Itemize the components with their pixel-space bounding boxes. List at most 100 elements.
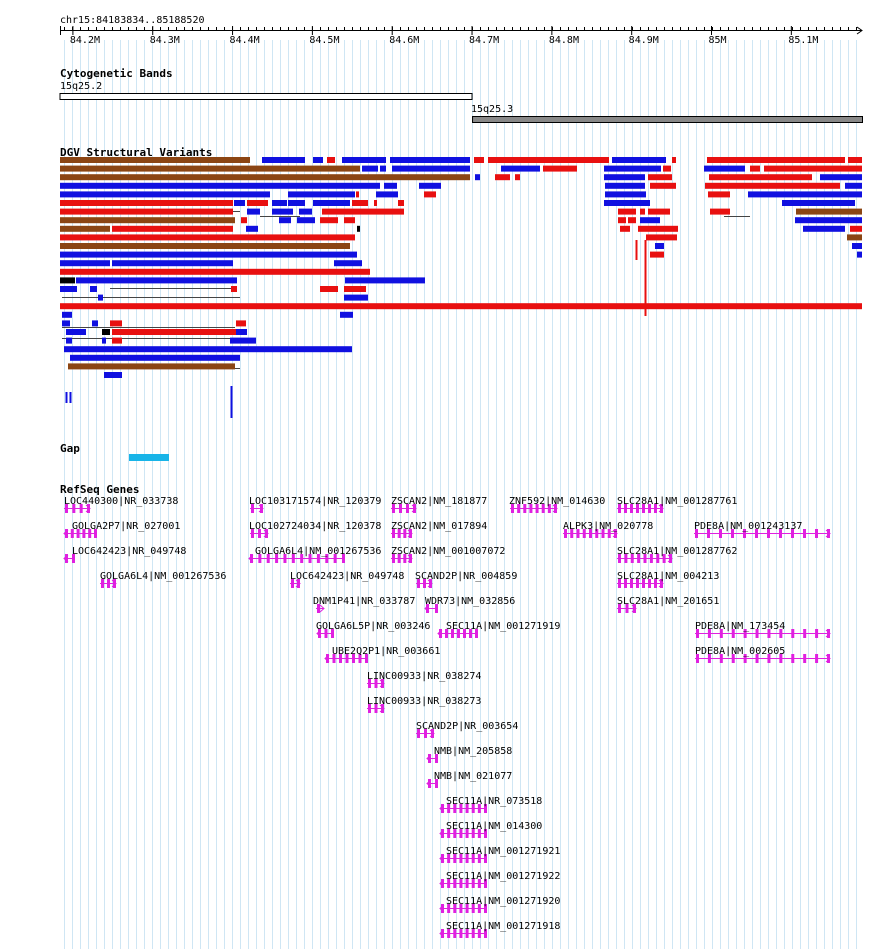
- dgv-variant: [66, 329, 86, 335]
- dgv-variant: [750, 165, 760, 172]
- gene-label[interactable]: PDE8A|NM_001243137: [694, 521, 803, 532]
- dgv-variant: [845, 182, 862, 189]
- cytoband-label-q252[interactable]: 15q25.2: [60, 81, 103, 92]
- dgv-variant: [60, 251, 357, 258]
- dgv-variant: [279, 217, 291, 224]
- gene-label[interactable]: PDE8A|NM_002605: [695, 646, 786, 657]
- refseq-track-title: RefSeq Genes: [60, 483, 140, 496]
- dgv-variant: [646, 234, 677, 241]
- gene-glyph: [416, 729, 435, 738]
- dgv-variant: [852, 243, 862, 249]
- gene-glyph: [695, 654, 831, 663]
- dgv-variant: [76, 277, 237, 284]
- gene-label[interactable]: GOLGA2P7|NR_027001: [72, 521, 181, 532]
- gene-label[interactable]: SLC28A1|NM_004213: [617, 571, 720, 582]
- gene-label[interactable]: SLC28A1|NM_001287762: [617, 546, 738, 557]
- gene-label[interactable]: NMB|NM_205858: [434, 746, 513, 757]
- dgv-variant: [247, 208, 260, 215]
- dgv-variant: [234, 200, 240, 206]
- dgv-variant: [60, 234, 355, 241]
- gene-glyph: [695, 629, 831, 638]
- gene-label[interactable]: UBE2Q2P1|NR_003661: [332, 646, 441, 657]
- dgv-variant: [543, 165, 577, 172]
- dgv-variant: [398, 200, 404, 206]
- dgv-variant: [655, 243, 664, 249]
- gene-glyph: [563, 529, 618, 538]
- gene-label[interactable]: ZSCAN2|NM_181877: [391, 496, 488, 507]
- dgv-variant: [60, 268, 370, 275]
- dgv-variant: [848, 157, 862, 163]
- gene-label[interactable]: LOC102724034|NR_120378: [249, 521, 382, 532]
- gene-label[interactable]: SLC28A1|NM_201651: [617, 596, 720, 607]
- dgv-variant: [672, 157, 676, 163]
- dgv-variant: [650, 182, 676, 189]
- dgv-variant: [424, 191, 436, 198]
- gene-label[interactable]: SCAND2P|NR_004859: [415, 571, 518, 582]
- gene-glyph: [367, 704, 385, 713]
- gene-label[interactable]: SEC11A|NM_001271919: [446, 621, 561, 632]
- gene-label[interactable]: SEC11A|NM_001271922: [446, 871, 561, 882]
- gene-label[interactable]: WDR73|NM_032856: [425, 596, 516, 607]
- dgv-variant: [60, 200, 233, 206]
- gene-label[interactable]: DNM1P41|NR_033787: [313, 596, 416, 607]
- gene-label[interactable]: LOC642423|NR_049748: [290, 571, 405, 582]
- dgv-variant: [650, 251, 664, 258]
- gene-label[interactable]: ZSCAN2|NM_001007072: [391, 546, 506, 557]
- gene-label[interactable]: SEC11A|NM_001271918: [446, 921, 561, 932]
- dgv-variant: [803, 225, 845, 232]
- gene-glyph: [439, 904, 487, 913]
- cytoband-label-q253[interactable]: 15q25.3: [471, 104, 514, 115]
- gene-label[interactable]: SEC11A|NM_014300: [446, 821, 543, 832]
- dgv-variant: [475, 174, 480, 181]
- dgv-variant: [648, 174, 672, 181]
- gene-label[interactable]: ZSCAN2|NM_017894: [391, 521, 488, 532]
- dgv-variant: [272, 200, 287, 206]
- gene-label[interactable]: LOC103171574|NR_120379: [249, 496, 382, 507]
- dgv-variant: [604, 165, 661, 172]
- gene-label[interactable]: ZNF592|NM_014630: [509, 496, 606, 507]
- dgv-variant: [820, 174, 862, 181]
- dgv-variant: [392, 165, 470, 172]
- dgv-variant: [638, 225, 678, 232]
- gene-label[interactable]: SLC28A1|NM_001287761: [617, 496, 738, 507]
- gap-track-title: Gap: [60, 442, 80, 455]
- cytoband-q252: [59, 93, 473, 100]
- gene-glyph: [250, 529, 269, 538]
- dgv-variant: [60, 303, 862, 310]
- gene-label[interactable]: PDE8A|NM_173454: [695, 621, 786, 632]
- gene-glyph: [63, 554, 75, 563]
- gene-label[interactable]: LINC00933|NR_038273: [367, 696, 482, 707]
- gene-label[interactable]: SEC11A|NM_001271921: [446, 846, 561, 857]
- dgv-variant: [112, 260, 233, 267]
- gene-label[interactable]: LOC440300|NR_033738: [64, 496, 179, 507]
- dgv-variant: [60, 217, 235, 224]
- dgv-variant: [112, 337, 122, 344]
- gene-glyph: [424, 604, 438, 613]
- dgv-variant: [374, 200, 377, 206]
- gene-label[interactable]: SEC11A|NR_073518: [446, 796, 543, 807]
- gene-label[interactable]: ALPK3|NM_020778: [563, 521, 654, 532]
- gene-label[interactable]: SCAND2P|NR_003654: [416, 721, 519, 732]
- locus-label: chr15:84183834..85188520: [60, 15, 205, 26]
- dgv-variant: [796, 208, 862, 215]
- dgv-variant: [64, 346, 352, 353]
- gene-label[interactable]: GOLGA6L5P|NR_003246: [316, 621, 431, 632]
- dgv-variant: [60, 174, 470, 181]
- gene-label[interactable]: GOLGA6L4|NM_001267536: [255, 546, 382, 557]
- gene-label[interactable]: SEC11A|NM_001271920: [446, 896, 561, 907]
- gene-label[interactable]: LOC642423|NR_049748: [72, 546, 187, 557]
- dgv-variant: [320, 286, 338, 292]
- gene-label[interactable]: NMB|NM_021077: [434, 771, 513, 782]
- dgv-variant: [104, 372, 122, 378]
- gene-glyph: [617, 554, 673, 563]
- dgv-variant: [66, 337, 72, 344]
- dgv-variant: [327, 157, 335, 163]
- gene-label[interactable]: LINC00933|NR_038274: [367, 671, 482, 682]
- dgv-variant: [795, 217, 862, 224]
- gene-glyph: [64, 504, 91, 513]
- ruler-tick-label: 84.6M: [389, 35, 420, 46]
- gene-label[interactable]: GOLGA6L4|NM_001267536: [100, 571, 227, 582]
- dgv-variant: [60, 157, 250, 163]
- dgv-variant: [605, 191, 646, 198]
- ruler-tick-label: 84.3M: [149, 35, 180, 46]
